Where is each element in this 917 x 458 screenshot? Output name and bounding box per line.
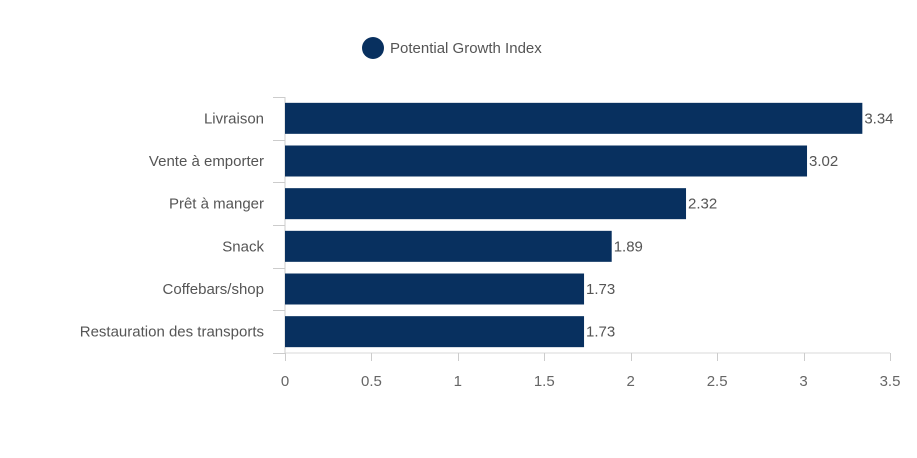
- legend-label: Potential Growth Index: [390, 40, 542, 57]
- category-label: Vente à emporter: [149, 153, 264, 170]
- data-label: 1.73: [586, 324, 615, 341]
- data-label: 3.02: [809, 153, 838, 170]
- x-tick-label: 2: [627, 373, 635, 390]
- bar: [285, 188, 687, 220]
- x-tick-label: 2.5: [707, 373, 728, 390]
- x-tick-label: 3: [799, 373, 807, 390]
- x-tick-label: 0: [281, 373, 289, 390]
- category-label: Restauration des transports: [80, 324, 264, 341]
- category-label: Livraison: [204, 110, 264, 127]
- legend[interactable]: Potential Growth Index: [362, 37, 542, 59]
- x-tick-label: 1: [454, 373, 462, 390]
- category-label: Coffebars/shop: [163, 281, 264, 298]
- data-label: 1.73: [586, 281, 615, 298]
- legend-marker: [362, 37, 384, 59]
- data-label: 2.32: [688, 196, 717, 213]
- category-label: Snack: [222, 238, 264, 255]
- category-label: Prêt à manger: [169, 196, 264, 213]
- bar: [285, 316, 585, 348]
- bar: [285, 230, 612, 262]
- data-label: 1.89: [614, 238, 643, 255]
- bar: [285, 273, 585, 305]
- bar: [285, 145, 808, 177]
- data-label: 3.34: [864, 110, 893, 127]
- bar: [285, 102, 863, 134]
- x-tick-label: 0.5: [361, 373, 382, 390]
- x-tick-label: 1.5: [534, 373, 555, 390]
- x-tick-label: 3.5: [880, 373, 901, 390]
- plot-area: 0 0.5 1 1.5 2 2.5 3 3.5 Livraison 3.34 Vente à emp…: [80, 97, 901, 390]
